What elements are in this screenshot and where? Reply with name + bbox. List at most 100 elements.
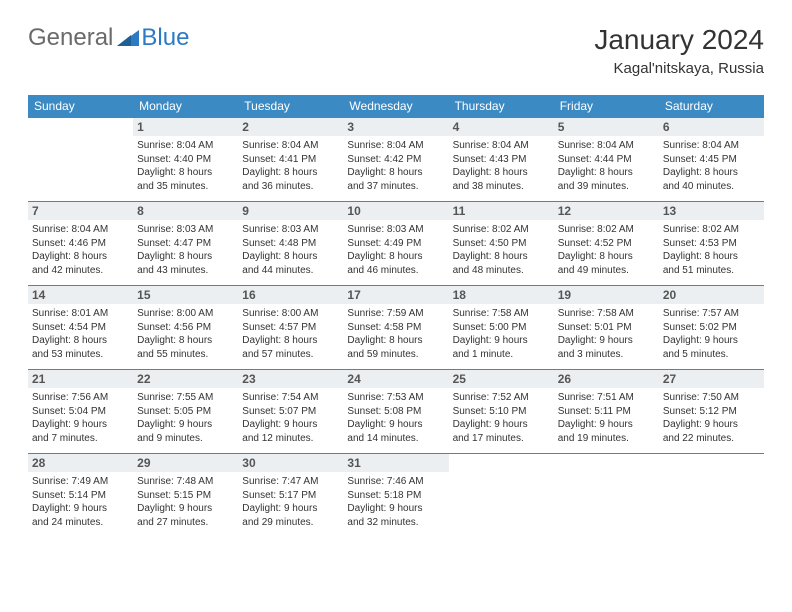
day-info: Sunrise: 8:03 AMSunset: 4:48 PMDaylight:… (242, 223, 339, 277)
sunset: Sunset: 5:01 PM (558, 321, 655, 335)
daylight-1: Daylight: 8 hours (347, 334, 444, 348)
daylight-1: Daylight: 8 hours (242, 334, 339, 348)
header: General Blue January 2024 Kagal'nitskaya… (28, 24, 764, 77)
daylight-1: Daylight: 9 hours (242, 502, 339, 516)
daylight-2: and 48 minutes. (453, 264, 550, 278)
day-cell: 15Sunrise: 8:00 AMSunset: 4:56 PMDayligh… (133, 286, 238, 370)
sunrise: Sunrise: 7:55 AM (137, 391, 234, 405)
day-number: 11 (449, 202, 554, 220)
sunset: Sunset: 5:05 PM (137, 405, 234, 419)
daylight-2: and 37 minutes. (347, 180, 444, 194)
sunrise: Sunrise: 7:49 AM (32, 475, 129, 489)
day-cell: 19Sunrise: 7:58 AMSunset: 5:01 PMDayligh… (554, 286, 659, 370)
daylight-1: Daylight: 8 hours (242, 166, 339, 180)
week-row: 7 Sunrise: 8:04 AMSunset: 4:46 PMDaylight… (28, 202, 764, 286)
sunrise: Sunrise: 8:02 AM (558, 223, 655, 237)
day-info: Sunrise: 8:04 AMSunset: 4:41 PMDaylight:… (242, 139, 339, 193)
weekday-header: Thursday (449, 95, 554, 118)
daylight-2: and 19 minutes. (558, 432, 655, 446)
day-cell: 16Sunrise: 8:00 AMSunset: 4:57 PMDayligh… (238, 286, 343, 370)
day-number: 7 (28, 202, 133, 220)
sunrise: Sunrise: 8:03 AM (347, 223, 444, 237)
weekday-header: Sunday (28, 95, 133, 118)
sunrise: Sunrise: 8:04 AM (663, 139, 760, 153)
day-info: Sunrise: 8:00 AMSunset: 4:56 PMDaylight:… (137, 307, 234, 361)
day-number: 28 (28, 454, 133, 472)
sunset: Sunset: 4:48 PM (242, 237, 339, 251)
daylight-1: Daylight: 8 hours (663, 166, 760, 180)
daylight-1: Daylight: 9 hours (558, 418, 655, 432)
weekday-header: Wednesday (343, 95, 448, 118)
day-number: 29 (133, 454, 238, 472)
daylight-2: and 57 minutes. (242, 348, 339, 362)
daylight-2: and 32 minutes. (347, 516, 444, 530)
daylight-2: and 29 minutes. (242, 516, 339, 530)
sunrise: Sunrise: 8:03 AM (242, 223, 339, 237)
weekday-header-row: Sunday Monday Tuesday Wednesday Thursday… (28, 95, 764, 118)
daylight-1: Daylight: 8 hours (347, 250, 444, 264)
day-cell: 26Sunrise: 7:51 AMSunset: 5:11 PMDayligh… (554, 370, 659, 454)
sunset: Sunset: 4:41 PM (242, 153, 339, 167)
day-number: 6 (659, 118, 764, 136)
day-cell: 17Sunrise: 7:59 AMSunset: 4:58 PMDayligh… (343, 286, 448, 370)
sunrise: Sunrise: 8:01 AM (32, 307, 129, 321)
sunrise: Sunrise: 8:02 AM (453, 223, 550, 237)
day-number: 9 (238, 202, 343, 220)
logo-text-blue: Blue (141, 24, 189, 52)
month-title: January 2024 (594, 24, 764, 56)
day-info: Sunrise: 7:51 AMSunset: 5:11 PMDaylight:… (558, 391, 655, 445)
day-info: Sunrise: 7:49 AMSunset: 5:14 PMDaylight:… (32, 475, 129, 529)
sunrise: Sunrise: 7:54 AM (242, 391, 339, 405)
daylight-1: Daylight: 9 hours (558, 334, 655, 348)
day-info: Sunrise: 7:57 AMSunset: 5:02 PMDaylight:… (663, 307, 760, 361)
daylight-2: and 3 minutes. (558, 348, 655, 362)
day-cell: 14Sunrise: 8:01 AMSunset: 4:54 PMDayligh… (28, 286, 133, 370)
day-cell: 10Sunrise: 8:03 AMSunset: 4:49 PMDayligh… (343, 202, 448, 286)
day-info: Sunrise: 8:01 AMSunset: 4:54 PMDaylight:… (32, 307, 129, 361)
day-info: Sunrise: 8:04 AMSunset: 4:46 PMDaylight:… (32, 223, 129, 277)
day-number: 13 (659, 202, 764, 220)
sunrise: Sunrise: 8:04 AM (32, 223, 129, 237)
daylight-2: and 35 minutes. (137, 180, 234, 194)
day-number: 2 (238, 118, 343, 136)
day-info: Sunrise: 7:46 AMSunset: 5:18 PMDaylight:… (347, 475, 444, 529)
sunrise: Sunrise: 7:59 AM (347, 307, 444, 321)
daylight-1: Daylight: 8 hours (558, 250, 655, 264)
daylight-1: Daylight: 8 hours (32, 250, 129, 264)
daylight-2: and 51 minutes. (663, 264, 760, 278)
day-info: Sunrise: 7:53 AMSunset: 5:08 PMDaylight:… (347, 391, 444, 445)
daylight-1: Daylight: 8 hours (242, 250, 339, 264)
day-info: Sunrise: 8:03 AMSunset: 4:49 PMDaylight:… (347, 223, 444, 277)
sunset: Sunset: 5:15 PM (137, 489, 234, 503)
sunset: Sunset: 5:00 PM (453, 321, 550, 335)
day-number: 8 (133, 202, 238, 220)
day-info: Sunrise: 8:04 AMSunset: 4:44 PMDaylight:… (558, 139, 655, 193)
sunset: Sunset: 5:17 PM (242, 489, 339, 503)
day-info: Sunrise: 8:04 AMSunset: 4:43 PMDaylight:… (453, 139, 550, 193)
calendar-table: Sunday Monday Tuesday Wednesday Thursday… (28, 95, 764, 537)
day-number: 27 (659, 370, 764, 388)
day-number: 3 (343, 118, 448, 136)
sunset: Sunset: 4:44 PM (558, 153, 655, 167)
weekday-header: Saturday (659, 95, 764, 118)
day-cell: 28 Sunrise: 7:49 AMSunset: 5:14 PMDayligh… (28, 454, 133, 538)
sunset: Sunset: 4:54 PM (32, 321, 129, 335)
logo-text-general: General (28, 24, 113, 52)
daylight-1: Daylight: 8 hours (453, 166, 550, 180)
day-cell: 23Sunrise: 7:54 AMSunset: 5:07 PMDayligh… (238, 370, 343, 454)
daylight-2: and 12 minutes. (242, 432, 339, 446)
sunset: Sunset: 4:49 PM (347, 237, 444, 251)
day-info: Sunrise: 7:58 AMSunset: 5:00 PMDaylight:… (453, 307, 550, 361)
day-cell: 11 Sunrise: 8:02 AMSunset: 4:50 PMDayligh… (449, 202, 554, 286)
daylight-1: Daylight: 8 hours (663, 250, 760, 264)
title-block: January 2024 Kagal'nitskaya, Russia (594, 24, 764, 77)
daylight-1: Daylight: 9 hours (137, 418, 234, 432)
day-number: 1 (133, 118, 238, 136)
daylight-2: and 7 minutes. (32, 432, 129, 446)
daylight-1: Daylight: 9 hours (242, 418, 339, 432)
daylight-1: Daylight: 9 hours (453, 418, 550, 432)
sunset: Sunset: 5:02 PM (663, 321, 760, 335)
day-cell: 2 Sunrise: 8:04 AMSunset: 4:41 PMDaylight… (238, 118, 343, 202)
day-info: Sunrise: 8:02 AMSunset: 4:50 PMDaylight:… (453, 223, 550, 277)
daylight-2: and 43 minutes. (137, 264, 234, 278)
